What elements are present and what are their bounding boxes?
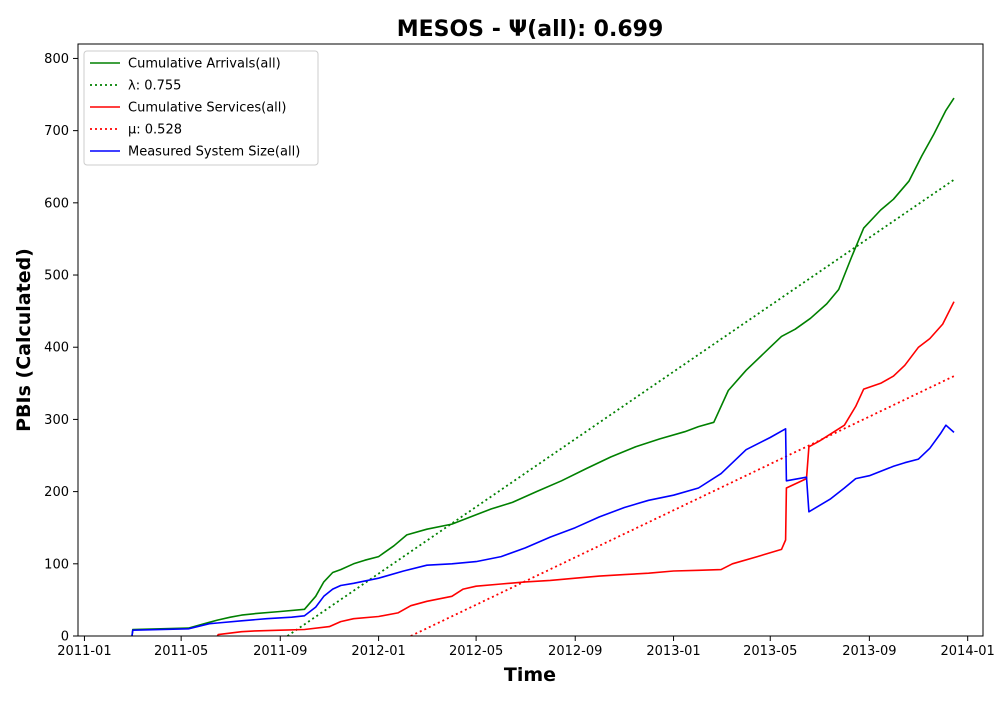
y-tick-label: 400 <box>44 341 69 356</box>
y-tick-label: 500 <box>44 269 69 284</box>
legend-label-0: Cumulative Arrivals(all) <box>128 57 281 72</box>
legend-label-4: Measured System Size(all) <box>128 145 300 160</box>
y-tick-label: 800 <box>44 52 69 67</box>
x-tick-label: 2011-05 <box>154 644 208 659</box>
x-tick-label: 2013-09 <box>842 644 896 659</box>
y-tick-label: 700 <box>44 124 69 139</box>
x-tick-label: 2013-05 <box>743 644 797 659</box>
legend: Cumulative Arrivals(all) λ: 0.755 Cumulati… <box>83 50 319 166</box>
x-tick-label: 2012-05 <box>449 644 503 659</box>
legend-box <box>83 50 319 166</box>
y-tick-label: 200 <box>44 485 69 500</box>
series-line-0 <box>131 97 955 636</box>
legend-label-2: Cumulative Services(all) <box>128 101 286 116</box>
x-tick-label: 2014-01 <box>941 644 995 659</box>
x-tick-label: 2013-01 <box>646 644 700 659</box>
x-tick-label: 2012-01 <box>351 644 405 659</box>
x-tick-label: 2011-01 <box>57 644 111 659</box>
plot-area: 2011-01 2011-05 2011-09 2012-01 2012-05 2012-… <box>44 43 995 659</box>
y-tick-label: 600 <box>44 196 69 211</box>
series-group <box>131 97 955 636</box>
axes-frame <box>77 43 984 637</box>
y-tick-label: 0 <box>61 630 69 645</box>
legend-label-1: λ: 0.755 <box>128 79 181 94</box>
series-line-4 <box>131 424 955 636</box>
x-tick-label: 2011-09 <box>253 644 307 659</box>
series-line-3 <box>410 375 955 636</box>
chart-title: MESOS - Ψ(all): 0.699 <box>397 17 664 42</box>
y-tick-label: 100 <box>44 557 69 572</box>
y-tick-label: 300 <box>44 413 69 428</box>
legend-label-3: μ: 0.528 <box>128 123 182 138</box>
x-axis-title: Time <box>504 664 556 686</box>
x-tick-label: 2012-09 <box>548 644 602 659</box>
y-axis-title: PBIs (Calculated) <box>13 248 35 432</box>
series-line-2 <box>216 301 955 636</box>
